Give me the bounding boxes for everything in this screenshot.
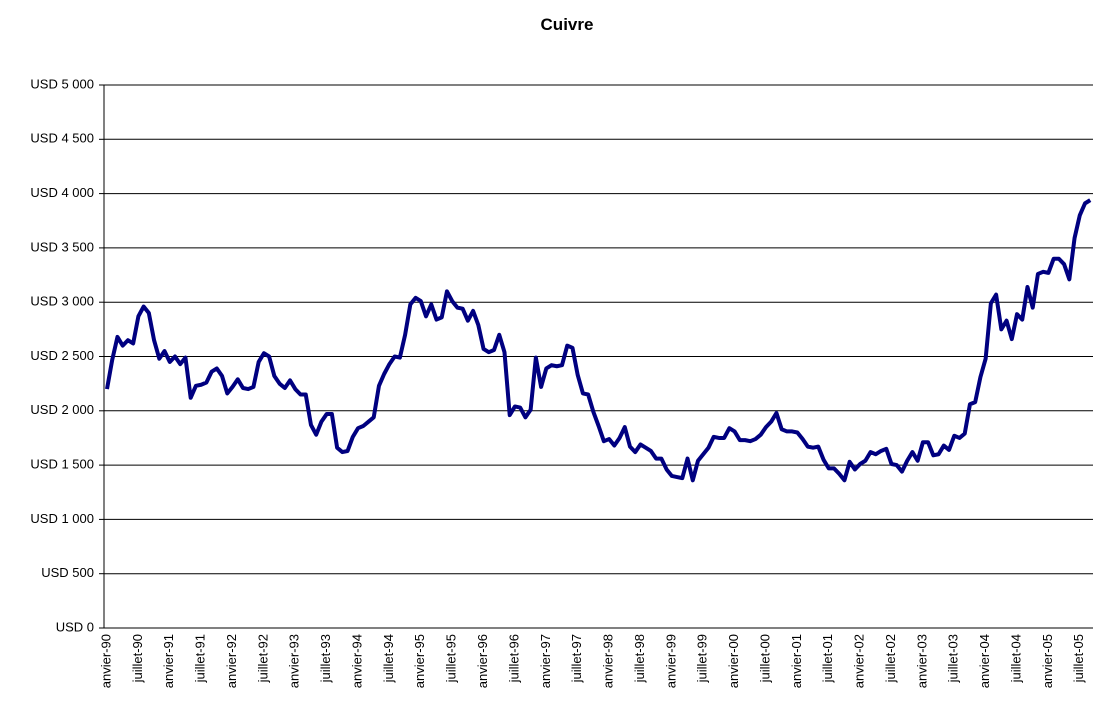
y-tick-label: USD 2 000 — [30, 402, 94, 417]
y-tick-label: USD 3 000 — [30, 294, 94, 309]
x-tick-label: juillet-94 — [381, 634, 396, 683]
x-tick-label: juillet-92 — [255, 634, 270, 683]
x-tick-label: anvier-04 — [977, 634, 992, 688]
x-tick-label: anvier-05 — [1040, 634, 1055, 688]
y-tick-label: USD 5 000 — [30, 76, 94, 91]
y-tick-label: USD 4 500 — [30, 131, 94, 146]
x-tick-label: anvier-93 — [287, 634, 302, 688]
x-tick-label: anvier-98 — [601, 634, 616, 688]
x-tick-label: anvier-00 — [726, 634, 741, 688]
x-tick-label: juillet-90 — [130, 634, 145, 683]
x-tick-label: anvier-90 — [98, 634, 113, 688]
x-tick-label: juillet-04 — [1008, 634, 1023, 683]
y-tick-label: USD 0 — [56, 619, 94, 634]
x-tick-label: juillet-03 — [946, 634, 961, 683]
x-tick-label: juillet-96 — [506, 634, 521, 683]
x-tick-label: juillet-99 — [695, 634, 710, 683]
x-tick-label: anvier-02 — [852, 634, 867, 688]
x-tick-label: anvier-01 — [789, 634, 804, 688]
x-tick-label: juillet-98 — [632, 634, 647, 683]
y-tick-label: USD 1 500 — [30, 457, 94, 472]
x-tick-label: juillet-97 — [569, 634, 584, 683]
y-tick-label: USD 1 000 — [30, 511, 94, 526]
x-tick-label: juillet-91 — [193, 634, 208, 683]
x-tick-label: anvier-92 — [224, 634, 239, 688]
x-tick-label: anvier-91 — [161, 634, 176, 688]
x-tick-label: anvier-03 — [914, 634, 929, 688]
x-tick-label: juillet-00 — [757, 634, 772, 683]
y-tick-label: USD 4 000 — [30, 185, 94, 200]
x-tick-label: juillet-05 — [1071, 634, 1086, 683]
chart-title: Cuivre — [541, 15, 594, 34]
x-tick-label: anvier-96 — [475, 634, 490, 688]
x-tick-label: juillet-95 — [444, 634, 459, 683]
x-tick-label: anvier-95 — [412, 634, 427, 688]
price-line — [105, 198, 1092, 483]
y-tick-label: USD 500 — [41, 565, 94, 580]
x-tick-label: juillet-02 — [883, 634, 898, 683]
x-tick-label: juillet-93 — [318, 634, 333, 683]
x-tick-label: anvier-97 — [538, 634, 553, 688]
x-tick-label: anvier-99 — [663, 634, 678, 688]
x-tick-label: anvier-94 — [349, 634, 364, 688]
y-tick-label: USD 3 500 — [30, 239, 94, 254]
y-tick-label: USD 2 500 — [30, 348, 94, 363]
x-tick-label: juillet-01 — [820, 634, 835, 683]
